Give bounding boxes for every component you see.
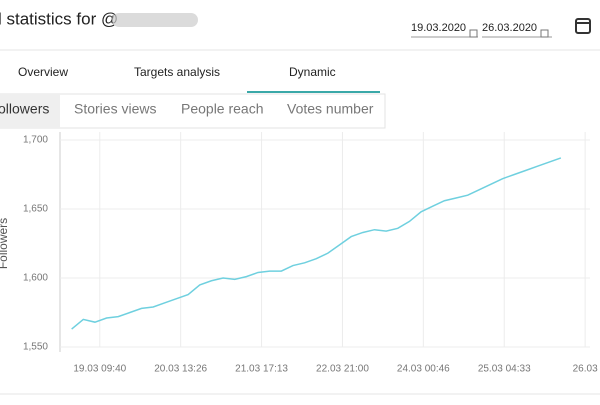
x-tick-label: 19.03 09:40 bbox=[73, 364, 126, 375]
y-tick-label: 1,700 bbox=[23, 135, 48, 146]
y-tick-label: 1,550 bbox=[23, 342, 48, 353]
subtab[interactable]: Stories views bbox=[74, 101, 156, 117]
series-line bbox=[71, 157, 562, 330]
subtab[interactable]: People reach bbox=[181, 101, 264, 117]
blurred-username bbox=[112, 13, 198, 27]
active-subtab bbox=[0, 94, 60, 128]
subtab[interactable]: Votes number bbox=[287, 101, 374, 117]
date-from[interactable]: 19.03.2020 bbox=[411, 22, 466, 34]
tab[interactable]: Dynamic bbox=[289, 65, 336, 79]
subtab-bar bbox=[0, 93, 386, 129]
tab[interactable]: Overview bbox=[18, 65, 68, 79]
date-to[interactable]: 26.03.2020 bbox=[482, 22, 537, 34]
x-tick-label: 25.03 04:33 bbox=[478, 364, 531, 375]
x-tick-label: 24.03 00:46 bbox=[397, 364, 450, 375]
x-tick-label: 21.03 17:13 bbox=[235, 364, 288, 375]
page-title: l statistics for @ bbox=[0, 9, 118, 28]
calendar-button[interactable] bbox=[575, 18, 591, 34]
tab[interactable]: Targets analysis bbox=[134, 65, 220, 79]
subtab[interactable]: ollowers bbox=[0, 101, 49, 117]
y-tick-label: 1,600 bbox=[23, 273, 48, 284]
date-icon bbox=[540, 29, 549, 38]
x-tick-label: 22.03 21:00 bbox=[316, 364, 369, 375]
y-axis-label: Followers bbox=[0, 218, 10, 269]
y-tick-label: 1,650 bbox=[23, 204, 48, 215]
x-tick-label: 20.03 13:26 bbox=[154, 364, 207, 375]
x-tick-label: 26.03 bbox=[573, 364, 598, 375]
date-icon bbox=[469, 29, 478, 38]
